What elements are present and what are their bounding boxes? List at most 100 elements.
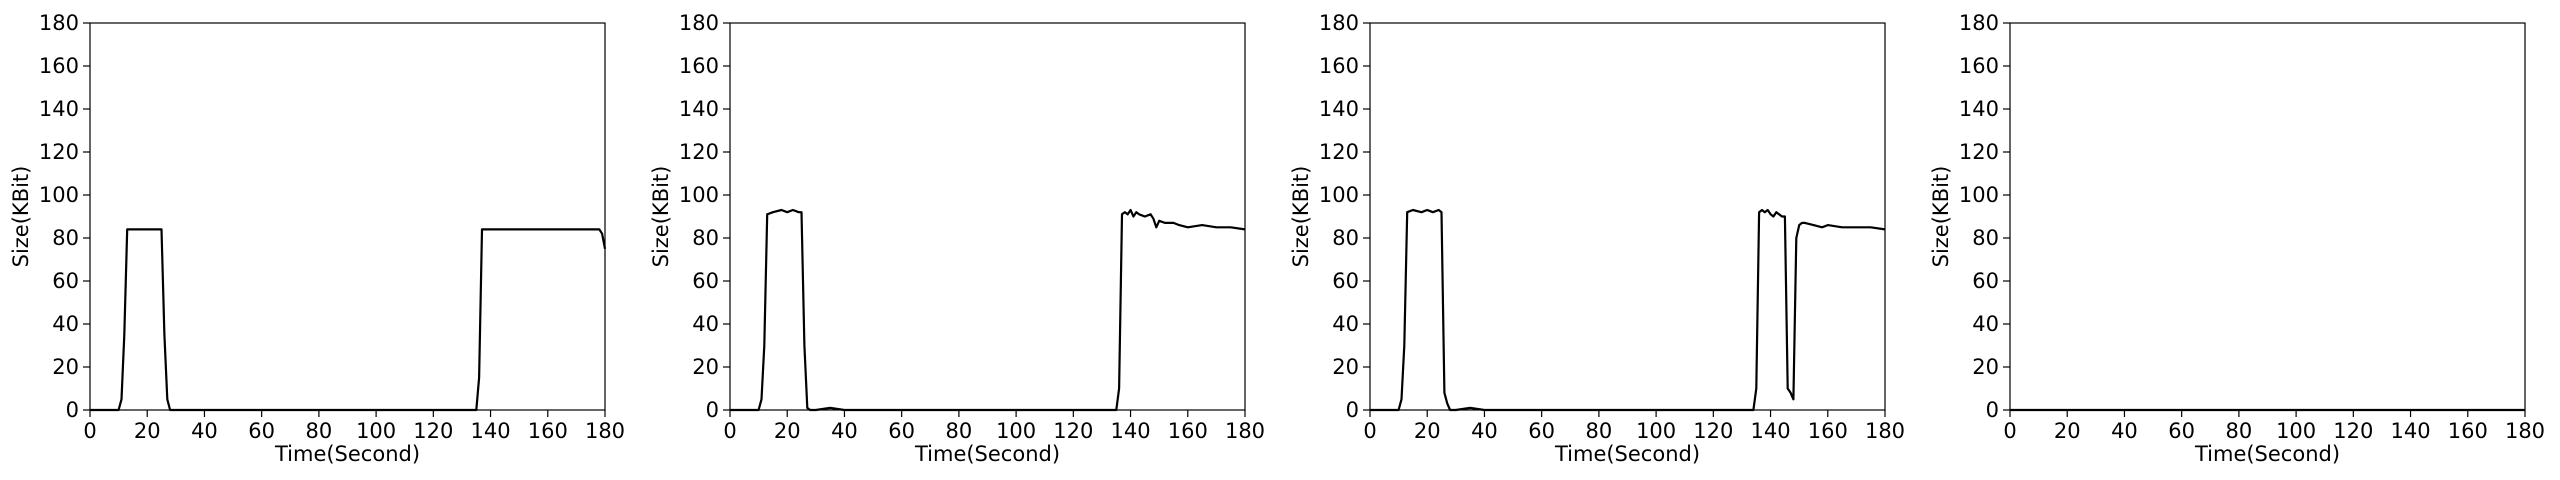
subplot-3: 0 20 40 60 80 100 120 140 160 180 0 20 40 60 80 100 120 1… <box>1289 11 1905 466</box>
series-line-2-1 <box>730 208 1246 412</box>
y-tick-label: 140 <box>679 97 719 121</box>
axes-frame <box>2009 22 2526 411</box>
x-tick-label: 180 <box>1865 419 1905 443</box>
x-tick-label: 140 <box>2391 419 2431 443</box>
x-tick-label: 20 <box>1414 419 1441 443</box>
y-tick-label: 60 <box>52 269 79 293</box>
y-tick-label: 120 <box>679 140 719 164</box>
x-tick-label: 140 <box>1751 419 1791 443</box>
subplot-2: 0 20 40 60 80 100 120 140 160 180 0 20 40 60 80 100 120 1… <box>649 11 1265 466</box>
x-tick-label: 160 <box>1808 419 1848 443</box>
y-tick-label: 0 <box>706 398 719 422</box>
x-tick-label: 40 <box>2111 419 2138 443</box>
y-tick-label: 100 <box>39 183 79 207</box>
x-tick-label: 0 <box>83 419 96 443</box>
y-tick-label: 0 <box>66 398 79 422</box>
x-tick-label: 80 <box>1586 419 1613 443</box>
y-axis-label: Size(KBit) <box>1929 166 1953 268</box>
y-tick-label: 160 <box>679 54 719 78</box>
y-tick-label: 80 <box>692 226 719 250</box>
x-tick-label: 100 <box>356 419 396 443</box>
x-axis-label: Time(Second) <box>2194 442 2340 466</box>
x-tick-label: 120 <box>1053 419 1093 443</box>
y-tick-label: 0 <box>1346 398 1359 422</box>
x-tick-label: 20 <box>774 419 801 443</box>
x-tick-label: 160 <box>1168 419 1208 443</box>
y-tick-label: 160 <box>1959 54 1999 78</box>
x-tick-label: 0 <box>2003 419 2016 443</box>
subplot-4: 0 20 40 60 80 100 120 140 160 180 0 20 40 60 80 100 120 1… <box>1929 11 2545 466</box>
x-tick-label: 140 <box>1111 419 1151 443</box>
x-tick-label: 100 <box>996 419 1036 443</box>
x-tick-label: 120 <box>2333 419 2373 443</box>
series-line-1-1 <box>90 228 607 412</box>
x-tick-label: 120 <box>1693 419 1733 443</box>
axes-frame <box>1369 22 1886 411</box>
axes-frame <box>729 22 1246 411</box>
y-tick-label: 120 <box>1319 140 1359 164</box>
x-tick-label: 60 <box>888 419 915 443</box>
x-tick-label: 180 <box>585 419 625 443</box>
x-tick-label: 0 <box>723 419 736 443</box>
y-tick-label: 100 <box>1959 183 1999 207</box>
x-tick-label: 60 <box>1528 419 1555 443</box>
x-axis-label: Time(Second) <box>914 442 1060 466</box>
x-tick-label: 160 <box>528 419 568 443</box>
y-tick-label: 60 <box>692 269 719 293</box>
x-tick-label: 100 <box>2276 419 2316 443</box>
x-tick-label: 140 <box>471 419 511 443</box>
y-tick-label: 140 <box>1319 97 1359 121</box>
y-tick-label: 80 <box>1332 226 1359 250</box>
x-tick-label: 40 <box>1471 419 1498 443</box>
y-tick-label: 20 <box>1972 355 1999 379</box>
axes-frame <box>89 22 606 411</box>
y-tick-label: 180 <box>679 11 719 35</box>
y-tick-label: 60 <box>1332 269 1359 293</box>
y-axis-label: Size(KBit) <box>1289 166 1313 268</box>
y-tick-label: 160 <box>39 54 79 78</box>
y-tick-label: 120 <box>1959 140 1999 164</box>
y-tick-label: 80 <box>1972 226 1999 250</box>
x-tick-label: 100 <box>1636 419 1676 443</box>
x-tick-label: 180 <box>1225 419 1265 443</box>
x-tick-label: 0 <box>1363 419 1376 443</box>
x-axis-label: Time(Second) <box>274 442 420 466</box>
y-tick-label: 20 <box>52 355 79 379</box>
y-tick-label: 160 <box>1319 54 1359 78</box>
y-tick-label: 0 <box>1986 398 1999 422</box>
y-tick-label: 40 <box>52 312 79 336</box>
y-tick-label: 100 <box>1319 183 1359 207</box>
x-tick-label: 120 <box>413 419 453 443</box>
x-tick-label: 60 <box>248 419 275 443</box>
subplot-1: 0 20 40 60 80 100 120 140 160 180 0 20 40 60 80 100 120 1… <box>9 11 625 466</box>
y-axis-label: Size(KBit) <box>9 166 33 268</box>
y-axis-label: Size(KBit) <box>649 166 673 268</box>
x-tick-label: 80 <box>2226 419 2253 443</box>
x-tick-label: 40 <box>831 419 858 443</box>
x-tick-label: 40 <box>191 419 218 443</box>
y-tick-label: 20 <box>1332 355 1359 379</box>
y-tick-label: 80 <box>52 226 79 250</box>
x-tick-label: 60 <box>2168 419 2195 443</box>
y-tick-label: 40 <box>692 312 719 336</box>
x-tick-label: 80 <box>946 419 973 443</box>
x-tick-label: 160 <box>2448 419 2488 443</box>
y-tick-label: 140 <box>1959 97 1999 121</box>
y-tick-label: 180 <box>1959 11 1999 35</box>
series-line-3-1 <box>1370 208 1886 412</box>
x-tick-label: 20 <box>134 419 161 443</box>
y-tick-label: 140 <box>39 97 79 121</box>
y-tick-label: 40 <box>1972 312 1999 336</box>
x-tick-label: 20 <box>2054 419 2081 443</box>
y-tick-label: 180 <box>1319 11 1359 35</box>
y-tick-label: 180 <box>39 11 79 35</box>
y-tick-label: 60 <box>1972 269 1999 293</box>
y-tick-label: 40 <box>1332 312 1359 336</box>
y-tick-label: 100 <box>679 183 719 207</box>
x-tick-label: 80 <box>306 419 333 443</box>
y-tick-label: 120 <box>39 140 79 164</box>
y-tick-label: 20 <box>692 355 719 379</box>
x-axis-label: Time(Second) <box>1554 442 1700 466</box>
